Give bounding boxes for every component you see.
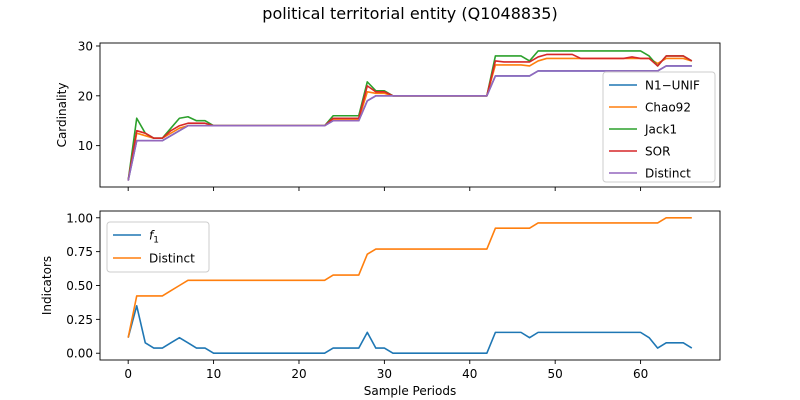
y-tick-label: 1.00: [66, 211, 93, 225]
legend-entry: Distinct: [645, 167, 691, 181]
series-line-distinct: [127, 216, 692, 338]
legend-entry: N1−UNIF: [645, 79, 700, 93]
y-tick-label: 0.00: [66, 347, 93, 361]
y-tick-label: 0.25: [66, 313, 93, 327]
x-tick-label: 20: [291, 367, 306, 381]
top-chart-cardinality: 10 20 30 Cardinality N1−UNIF Chao92 Jack1 SOR Di…: [55, 39, 721, 191]
x-tick-label: 50: [548, 367, 563, 381]
series-line-f1: [127, 305, 693, 355]
x-tick-label: 10: [206, 367, 221, 381]
x-tick-label: 30: [377, 367, 392, 381]
y-tick-label: 20: [78, 89, 93, 103]
legend-entry: f1: [149, 229, 159, 246]
y-tick-label: 30: [78, 39, 93, 53]
legend-entry: Chao92: [645, 101, 691, 115]
x-tick-label: 60: [633, 367, 648, 381]
legend: f1 Distinct: [106, 221, 210, 273]
axes-frame: [99, 42, 721, 188]
y-tick-label: 0.75: [66, 245, 93, 259]
bottom-chart-indicators: 0 10 20 30 40 50 60 0.00 0.25 0.50 0.75 1.00 Indicat…: [40, 210, 721, 398]
legend-entry-subscript: 1: [153, 236, 159, 246]
legend-box: [602, 71, 716, 183]
legend-entry-main: f: [149, 229, 155, 243]
x-tick-label: 40: [462, 367, 477, 381]
legend: N1−UNIF Chao92 Jack1 SOR Distinct: [602, 71, 716, 183]
legend-entry: SOR: [645, 145, 670, 159]
y-axis-label: Cardinality: [55, 83, 69, 148]
x-axis-label: Sample Periods: [364, 384, 456, 398]
y-tick-label: 10: [78, 139, 93, 153]
figure-title: political territorial entity (Q1048835): [262, 4, 557, 23]
y-tick-label: 0.50: [66, 279, 93, 293]
y-axis-label: Indicators: [40, 256, 54, 315]
legend-entry: Jack1: [644, 123, 677, 137]
x-tick-label: 0: [124, 367, 132, 381]
series-line-distinct: [127, 65, 692, 181]
legend-entry: Distinct: [149, 252, 195, 266]
